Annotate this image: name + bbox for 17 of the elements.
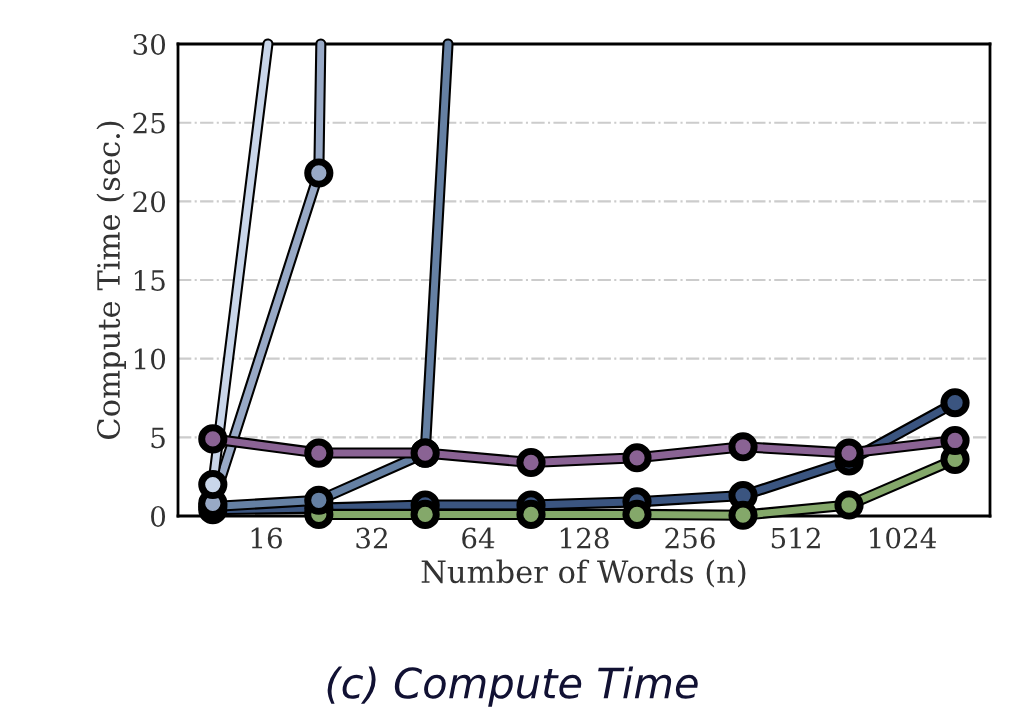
- x-tick-label: 16: [251, 527, 282, 549]
- x-tick-label: 1024: [870, 527, 936, 549]
- y-tick-label: 0: [151, 505, 166, 527]
- text: (c) Compute Time: [327, 666, 698, 707]
- y-tick-label: 5: [151, 427, 165, 449]
- x-tick-label: 256: [665, 527, 715, 549]
- y-tick-label: 15: [134, 269, 165, 291]
- x-tick-label: 128: [560, 527, 609, 549]
- x-tick-label: 32: [356, 527, 387, 549]
- y-tick-label: 30: [133, 33, 166, 55]
- x-axis-title: Number of Words (n): [421, 559, 746, 588]
- y-tick-label: 20: [133, 191, 166, 213]
- y-axis-title: Compute Time (sec.): [96, 121, 126, 439]
- x-tick-label: 64: [462, 527, 495, 549]
- y-tick-label: 10: [134, 348, 166, 370]
- y-tick-label: 25: [133, 112, 165, 134]
- x-tick-label: 512: [771, 527, 820, 549]
